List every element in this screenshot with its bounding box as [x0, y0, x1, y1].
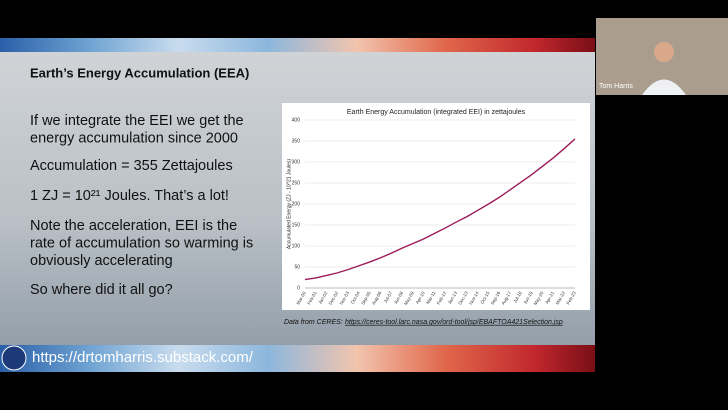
- source-label: Data from CERES:: [284, 319, 343, 326]
- body-line: If we integrate the EEI we get the: [30, 113, 244, 129]
- x-tick-label: Nov-14: [468, 290, 480, 305]
- y-tick-label: 0: [297, 285, 300, 291]
- logo: [1, 345, 27, 371]
- body-line: Accumulation = 355 Zettajoules: [30, 158, 233, 174]
- body-line: 1 ZJ = 10²¹ Joules. That’s a lot!: [30, 188, 229, 204]
- x-tick-label: Jun-19: [522, 290, 533, 305]
- x-tick-label: Sep-05: [360, 290, 372, 305]
- video-name: Tom Harris: [599, 83, 633, 90]
- chart-title: Earth Energy Accumulation (integrated EE…: [347, 109, 526, 116]
- body-line: Note the acceleration, EEI is the: [30, 218, 237, 234]
- x-tick-label: Dec-13: [457, 290, 469, 305]
- y-tick-label: 150: [292, 222, 301, 228]
- x-tick-label: Aug-17: [501, 290, 513, 305]
- stripes-top: [0, 38, 595, 52]
- chart-box: [282, 103, 590, 310]
- body-line: rate of accumulation so warming is: [30, 235, 253, 251]
- source-url[interactable]: https://ceres-tool.larc.nasa.gov/ord-too…: [345, 319, 563, 326]
- x-tick-label: Sep-16: [490, 290, 502, 305]
- y-tick-label: 200: [292, 201, 301, 207]
- x-tick-label: Feb-23: [565, 290, 577, 305]
- x-tick-label: Feb-01: [306, 290, 318, 305]
- body-line: obviously accelerating: [30, 253, 173, 269]
- y-axis-label: Accumulated Energy (ZJ - 10^21 Joules): [286, 159, 292, 249]
- y-tick-label: 400: [292, 117, 301, 123]
- y-tick-label: 100: [292, 243, 301, 249]
- x-tick-label: Oct-04: [350, 290, 361, 305]
- person-head: [654, 42, 674, 62]
- x-tick-label: Apr-10: [415, 290, 426, 305]
- x-tick-label: Jul-18: [512, 290, 523, 304]
- y-tick-label: 250: [292, 180, 301, 186]
- person-body: [642, 79, 686, 95]
- x-tick-label: Aug-06: [371, 290, 383, 305]
- body-line: energy accumulation since 2000: [30, 130, 238, 146]
- x-tick-label: Jul-07: [383, 290, 394, 304]
- x-tick-label: Jun-08: [393, 290, 404, 305]
- x-tick-label: Mar-00: [295, 290, 307, 305]
- y-tick-label: 350: [292, 138, 301, 144]
- footer-url: https://drtomharris.substack.com/: [32, 349, 254, 366]
- x-tick-label: Oct-15: [479, 290, 490, 305]
- stripes-bottom: [0, 345, 595, 372]
- y-tick-label: 50: [294, 264, 300, 270]
- body-line: So where did it all go?: [30, 282, 173, 298]
- x-tick-label: Jan-02: [317, 290, 328, 305]
- x-tick-label: Feb-12: [436, 290, 448, 305]
- data-line: [304, 138, 576, 281]
- slide-body: If we integrate the EEI we get theenergy…: [30, 113, 253, 298]
- x-tick-label: Dec-02: [328, 290, 340, 305]
- x-tick-label: Mar-11: [425, 290, 437, 305]
- y-tick-label: 300: [292, 159, 301, 165]
- x-tick-label: Jan-13: [447, 290, 458, 305]
- x-tick-label: Nov-03: [339, 290, 351, 305]
- slide-title: Earth’s Energy Accumulation (EEA): [30, 65, 249, 80]
- x-tick-label: Mar-22: [555, 290, 567, 305]
- x-tick-label: Apr-21: [544, 290, 555, 305]
